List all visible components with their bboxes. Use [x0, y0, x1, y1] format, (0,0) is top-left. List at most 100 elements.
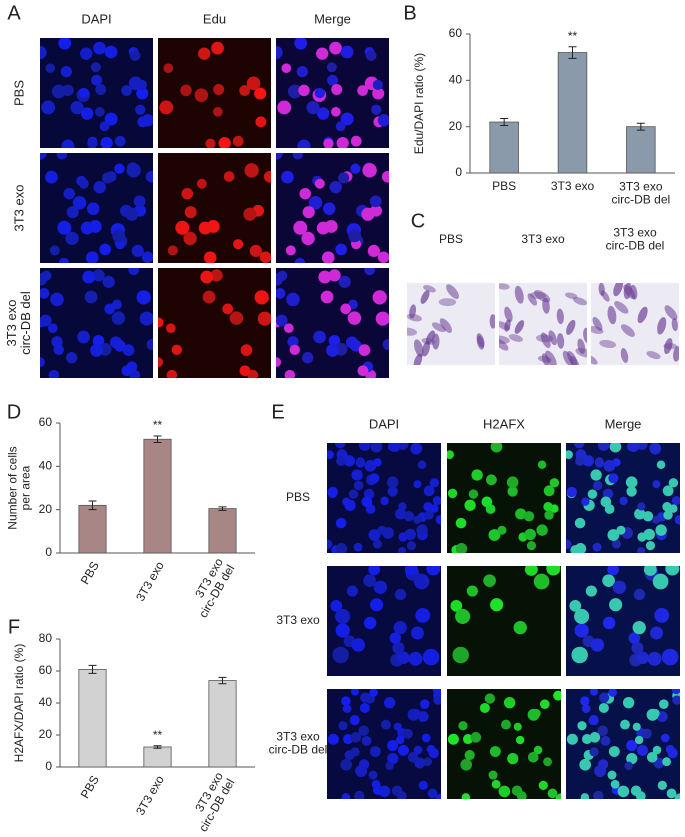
cell	[413, 339, 424, 358]
nucleus	[336, 136, 349, 148]
nucleus	[213, 107, 223, 117]
nucleus	[423, 502, 433, 512]
nucleus	[432, 495, 441, 506]
nucleus	[395, 508, 407, 520]
nucleus	[351, 469, 363, 481]
cell	[514, 320, 525, 334]
nucleus	[377, 251, 389, 263]
nucleus	[335, 608, 351, 624]
nucleus	[60, 66, 72, 78]
significance-label: **	[568, 29, 578, 43]
nucleus	[632, 722, 641, 731]
cell	[630, 284, 638, 300]
nucleus	[342, 734, 354, 745]
nucleus	[341, 793, 351, 799]
nucleus	[649, 443, 662, 455]
nucleus	[417, 460, 427, 470]
nucleus	[455, 608, 471, 624]
nucleus	[41, 270, 52, 281]
nucleus	[646, 751, 658, 763]
nucleus	[597, 443, 610, 451]
nucleus	[61, 139, 75, 148]
nucleus	[301, 231, 315, 246]
nucleus	[85, 251, 99, 263]
nucleus	[223, 171, 235, 182]
micrograph	[40, 268, 153, 378]
nucleus	[358, 443, 371, 451]
nucleus	[574, 543, 587, 553]
nucleus	[597, 725, 609, 737]
cell	[614, 301, 629, 314]
nucleus	[202, 290, 216, 304]
nucleus	[244, 163, 259, 178]
nucleus	[323, 202, 336, 215]
nucleus	[335, 121, 346, 132]
nucleus	[281, 63, 292, 74]
cell	[657, 317, 667, 335]
cell	[664, 305, 678, 321]
nucleus	[668, 478, 679, 488]
panel-label: A	[7, 2, 21, 24]
nuclei	[407, 284, 495, 365]
nucleus	[468, 489, 479, 499]
nucleus	[372, 290, 387, 305]
nucleus	[72, 196, 87, 210]
nucleus	[95, 83, 107, 95]
bar	[78, 669, 107, 768]
nucleus	[646, 708, 659, 721]
nucleus	[588, 714, 599, 726]
nucleus	[571, 646, 588, 664]
nucleus	[87, 202, 100, 215]
nucleus	[549, 478, 560, 488]
cell	[646, 351, 661, 360]
nucleus	[386, 476, 399, 489]
nucleus	[286, 292, 300, 307]
cell	[409, 304, 417, 319]
nucleus	[281, 170, 294, 184]
nucleus	[371, 779, 381, 789]
nucleus	[342, 704, 352, 713]
nucleus	[338, 721, 348, 731]
x-tick-label: 3T3 exocirc-DB del	[185, 770, 238, 835]
nucleus	[45, 63, 56, 74]
nucleus	[590, 638, 605, 652]
nucleus	[536, 524, 548, 536]
nucleus	[378, 785, 391, 798]
nucleus	[354, 790, 365, 799]
nucleus	[553, 690, 561, 701]
nucleus	[332, 646, 349, 664]
y-tick-label: 0	[45, 759, 52, 773]
cell	[446, 284, 459, 299]
nucleus	[368, 529, 381, 541]
nucleus	[383, 696, 396, 709]
nucleus	[393, 722, 402, 731]
nucleus	[346, 585, 358, 597]
nucleus	[184, 206, 197, 219]
nucleus	[102, 275, 115, 288]
nucleus	[302, 206, 315, 219]
nucleus	[546, 566, 561, 576]
bar	[208, 680, 237, 768]
nucleus	[342, 497, 351, 506]
column-header: H2AFX	[483, 416, 525, 431]
nucleus	[338, 172, 350, 184]
nucleus	[402, 728, 413, 739]
nucleus	[404, 566, 418, 576]
nucleus	[513, 620, 527, 635]
cell	[613, 283, 624, 297]
nucleus	[555, 793, 561, 799]
nucleus	[387, 753, 399, 765]
nucleus	[385, 761, 394, 771]
nucleus	[389, 443, 401, 453]
nucleus	[427, 788, 438, 799]
nucleus	[327, 733, 339, 745]
nucleus	[316, 47, 329, 60]
column-header: PBS	[439, 232, 463, 246]
nucleus	[196, 178, 207, 189]
cell	[423, 285, 436, 293]
micrograph	[40, 38, 153, 148]
nucleus	[671, 495, 680, 506]
nucleus	[652, 515, 661, 524]
nucleus	[136, 87, 149, 100]
nucleus	[141, 114, 153, 127]
